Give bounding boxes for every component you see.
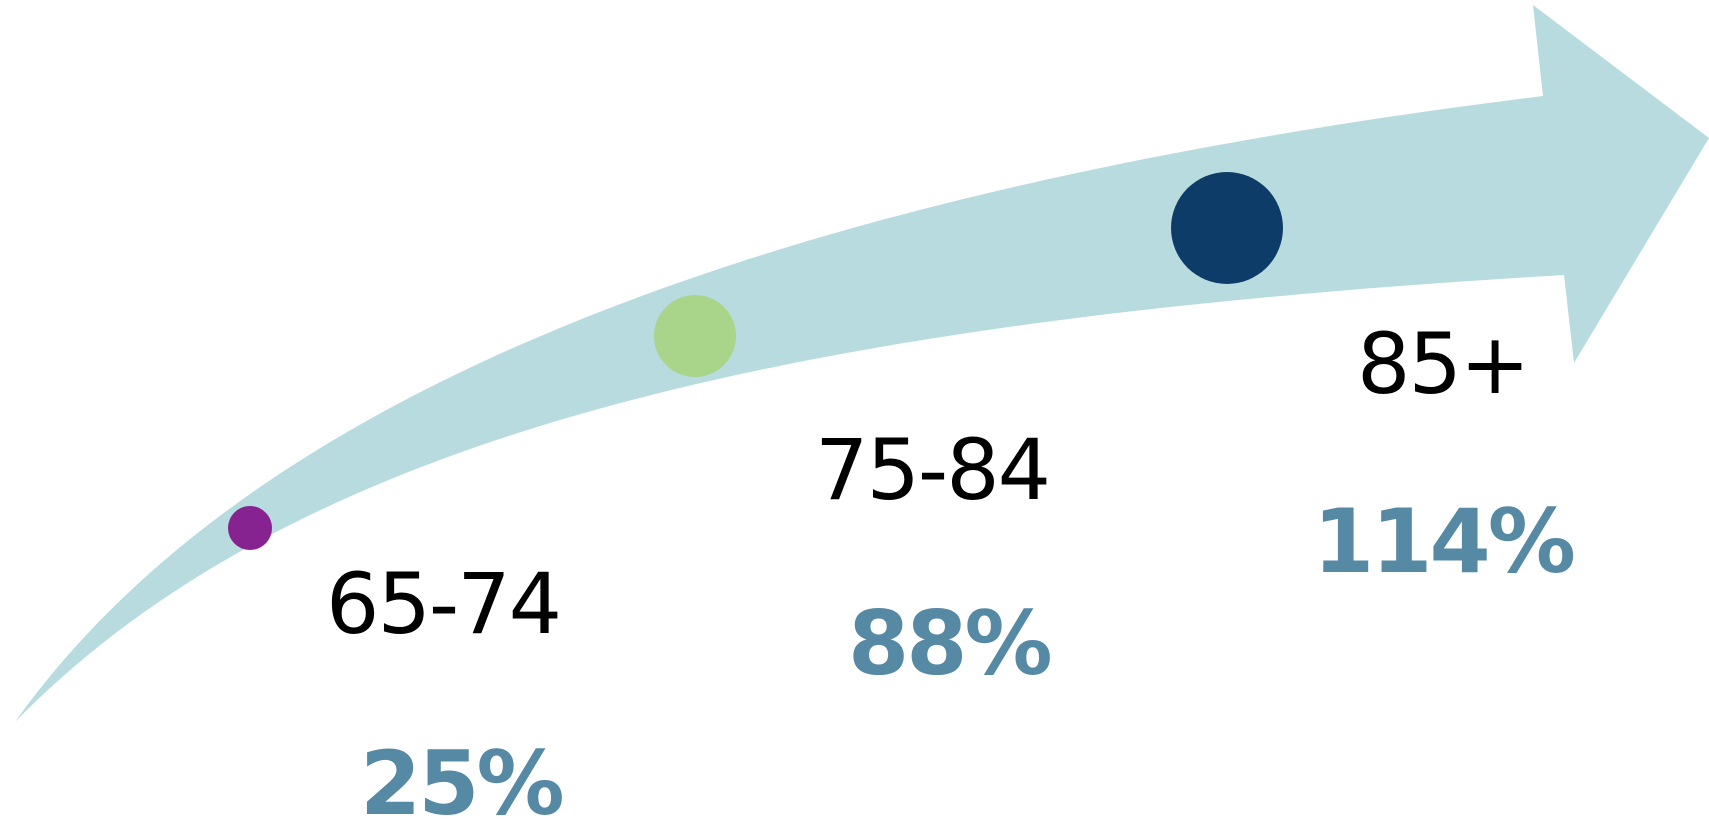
percent-label-75-84: 88%: [848, 592, 1053, 695]
percent-label-85-plus: 114%: [1313, 490, 1576, 593]
percent-label-65-74: 25%: [360, 732, 565, 835]
dot-85-plus: [1171, 172, 1283, 284]
age-label-75-84: 75-84: [815, 421, 1051, 519]
age-label-85-plus: 85+: [1357, 315, 1530, 413]
dot-65-74: [228, 506, 272, 550]
curved-arrow: [15, 5, 1709, 722]
age-label-65-74: 65-74: [326, 555, 562, 653]
dot-75-84: [654, 295, 736, 377]
